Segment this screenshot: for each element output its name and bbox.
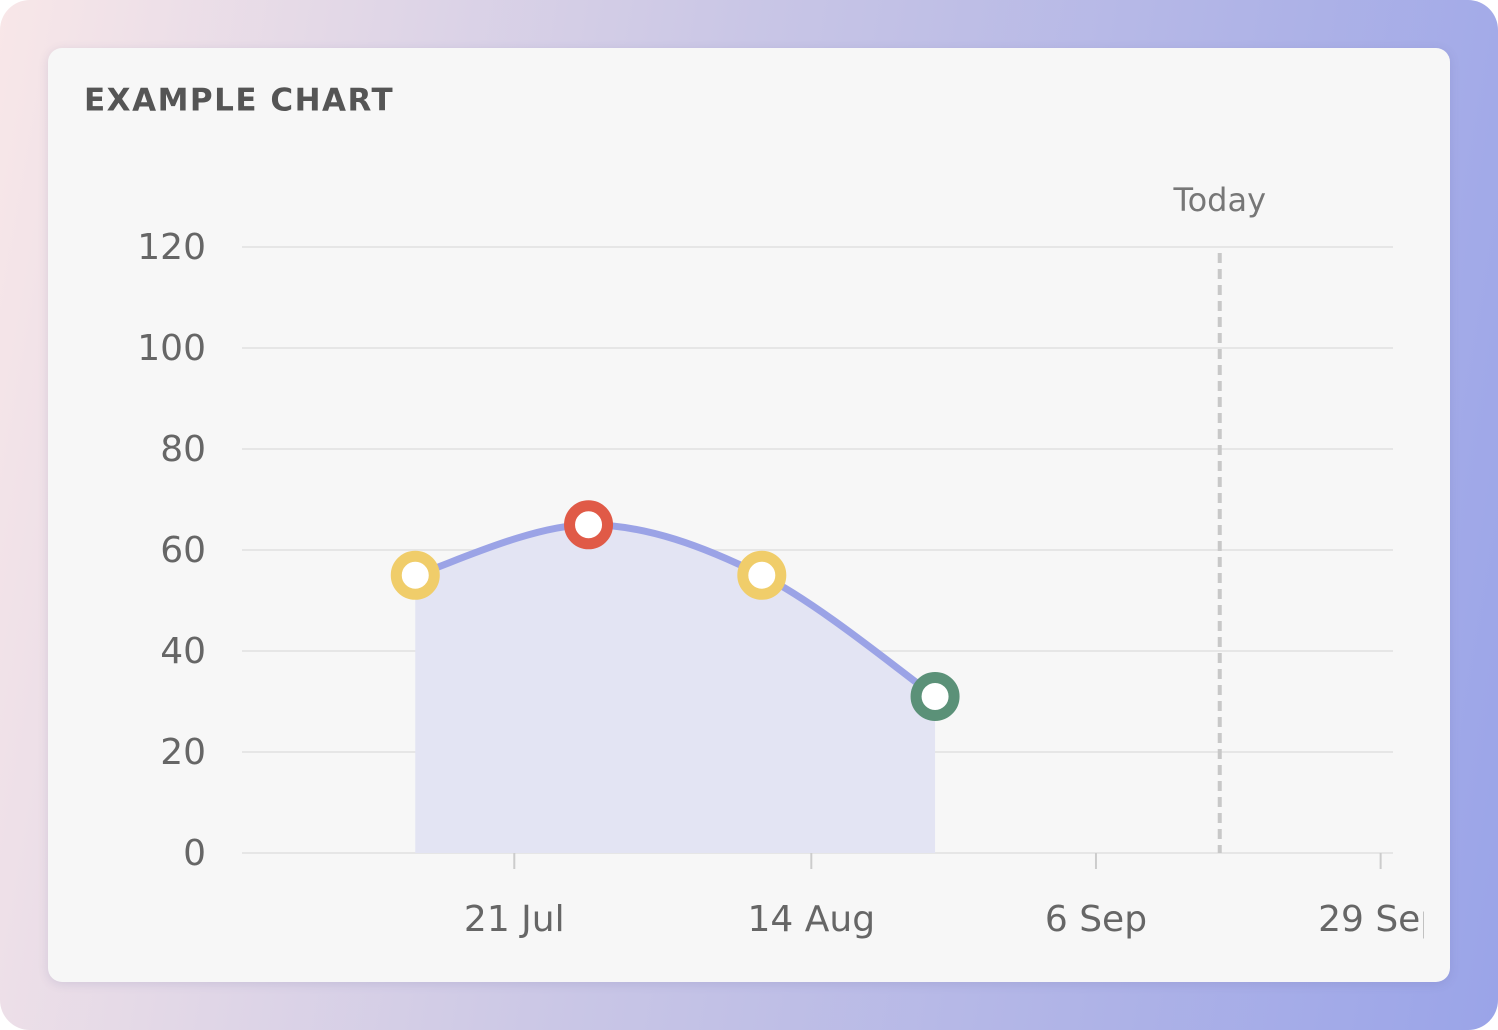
chart-title: EXAMPLE CHART xyxy=(84,83,394,119)
point xyxy=(390,550,440,600)
y-tick-label: 40 xyxy=(160,631,206,672)
y-tick-label: 80 xyxy=(160,429,206,470)
x-tick-label: 6 Sep xyxy=(1045,899,1147,940)
line xyxy=(411,521,939,700)
x-tick-label: 14 Aug xyxy=(748,899,876,940)
point xyxy=(564,500,614,550)
x-tick-label: 21 Jul xyxy=(464,899,565,940)
x-tick-label: 29 Sep xyxy=(1318,899,1443,940)
area xyxy=(415,524,936,853)
y-tick-label: 120 xyxy=(137,227,206,268)
y-tick-label: 0 xyxy=(183,833,206,874)
annotation-label: Today xyxy=(1172,181,1266,219)
y-tick-label: 100 xyxy=(137,328,206,369)
point xyxy=(910,671,960,721)
plot: 0 20 40 60 80 100 120 21 Jul 14 Aug 6 Sep 29 Sep To… xyxy=(137,181,1443,940)
y-tick-label: 20 xyxy=(160,732,206,773)
point xyxy=(737,550,787,600)
y-tick-label: 60 xyxy=(160,530,206,571)
